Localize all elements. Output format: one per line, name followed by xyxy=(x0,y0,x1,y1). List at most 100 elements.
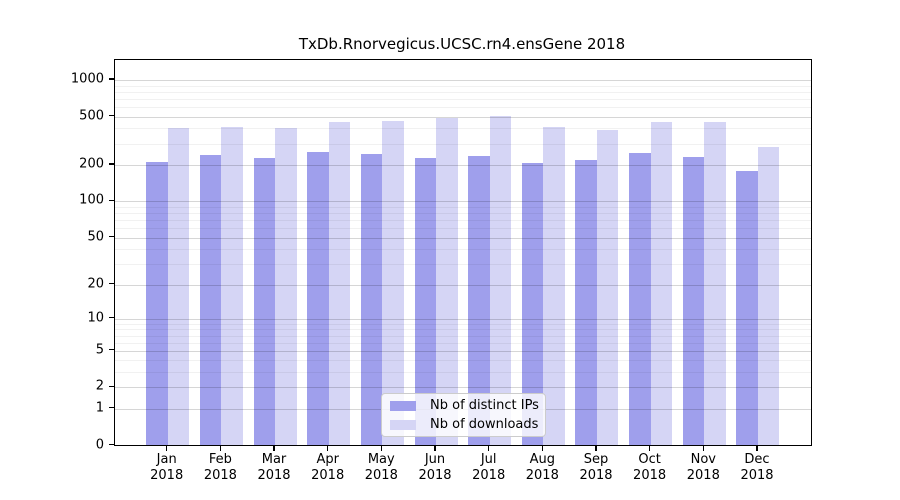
bar-downloads-apr xyxy=(328,121,351,445)
x-tick-label-apr: Apr 2018 xyxy=(311,452,345,483)
legend-label-distinct-ips: Nb of distinct IPs xyxy=(430,398,539,413)
bar-distinct-ips-aug xyxy=(521,162,544,445)
y-tick-label-50: 50 xyxy=(87,229,104,244)
bar-downloads-aug xyxy=(543,127,565,445)
legend: Nb of distinct IPs Nb of downloads xyxy=(381,393,546,437)
gridline-300 xyxy=(115,143,811,145)
legend-swatch-downloads xyxy=(390,419,416,430)
bar-downloads-may xyxy=(382,120,404,445)
bar-downloads-mar xyxy=(275,127,297,445)
y-tick-mark-20 xyxy=(109,282,114,285)
bar-downloads-feb xyxy=(221,126,243,445)
y-tick-label-200: 200 xyxy=(79,156,104,172)
bar-distinct-ips-jan xyxy=(146,162,168,445)
y-tick-mark-10 xyxy=(109,317,114,319)
y-tick-mark-1 xyxy=(109,407,114,409)
y-tick-label-2: 2 xyxy=(95,378,104,394)
x-tick-mark-may xyxy=(380,446,382,451)
gridline-80 xyxy=(115,213,811,214)
gridline-2 xyxy=(115,387,811,389)
bar-downloads-jun xyxy=(436,117,458,445)
gridline-200 xyxy=(115,165,811,166)
y-tick-label-500: 500 xyxy=(79,108,104,124)
gridline-5 xyxy=(115,350,811,352)
y-tick-mark-100 xyxy=(109,199,114,202)
y-tick-label-0: 0 xyxy=(95,437,104,452)
bar-distinct-ips-apr xyxy=(307,151,329,445)
bar-distinct-ips-mar xyxy=(253,158,276,445)
gridline-1000 xyxy=(115,80,811,81)
gridline-70 xyxy=(115,220,811,221)
gridline-600 xyxy=(115,107,811,108)
gridline-6 xyxy=(115,342,811,344)
legend-swatch-distinct-ips xyxy=(390,400,416,411)
x-tick-label-aug: Aug 2018 xyxy=(525,452,559,483)
x-tick-mark-jul xyxy=(488,446,490,451)
y-tick-label-20: 20 xyxy=(87,276,104,291)
gridline-20 xyxy=(115,284,811,286)
gridline-500 xyxy=(115,116,811,118)
y-tick-label-1000: 1000 xyxy=(70,71,104,87)
gridline-50 xyxy=(115,237,811,239)
bar-downloads-jan xyxy=(167,128,190,445)
x-tick-mark-sep xyxy=(595,446,597,451)
x-tick-label-sep: Sep 2018 xyxy=(579,452,613,483)
x-tick-label-nov: Nov 2018 xyxy=(686,452,720,483)
legend-item-downloads: Nb of downloads xyxy=(382,417,545,432)
x-tick-mark-nov xyxy=(702,446,704,451)
gridline-9 xyxy=(115,323,811,325)
bar-distinct-ips-jul xyxy=(468,156,490,445)
x-tick-label-jan: Jan 2018 xyxy=(150,452,184,483)
bar-distinct-ips-oct xyxy=(629,153,651,445)
x-tick-mark-jun xyxy=(434,446,436,451)
y-tick-mark-5 xyxy=(109,349,114,351)
y-tick-label-5: 5 xyxy=(95,342,104,358)
x-tick-label-feb: Feb 2018 xyxy=(203,452,237,483)
x-tick-label-may: May 2018 xyxy=(364,452,398,483)
bar-distinct-ips-dec xyxy=(736,171,758,445)
x-tick-mark-jan xyxy=(166,446,168,451)
chart-title: TxDb.Rnorvegicus.UCSC.rn4.ensGene 2018 xyxy=(298,35,626,53)
gridline-800 xyxy=(115,91,811,93)
x-tick-mark-aug xyxy=(541,446,543,451)
x-tick-mark-feb xyxy=(219,446,222,451)
gridline-10 xyxy=(115,318,811,320)
y-tick-label-100: 100 xyxy=(79,192,104,208)
x-tick-mark-mar xyxy=(273,446,275,451)
gridline-90 xyxy=(115,206,811,208)
x-tick-label-jun: Jun 2018 xyxy=(418,452,452,483)
bar-distinct-ips-sep xyxy=(575,159,597,445)
gridline-3 xyxy=(115,372,811,374)
bar-downloads-nov xyxy=(704,121,726,445)
y-tick-mark-50 xyxy=(109,235,114,238)
bar-downloads-oct xyxy=(650,122,673,445)
gridline-60 xyxy=(115,228,811,229)
y-tick-mark-1000 xyxy=(109,78,114,80)
x-tick-label-oct: Oct 2018 xyxy=(633,452,667,483)
y-tick-mark-200 xyxy=(109,163,114,165)
y-tick-mark-500 xyxy=(109,115,114,117)
y-tick-mark-0 xyxy=(109,443,114,446)
plot-area xyxy=(114,59,812,446)
bar-distinct-ips-nov xyxy=(682,157,705,445)
legend-label-downloads: Nb of downloads xyxy=(430,417,539,432)
y-tick-mark-2 xyxy=(109,385,114,388)
gridline-4 xyxy=(115,360,811,362)
gridline-900 xyxy=(115,85,811,87)
x-tick-label-jul: Jul 2018 xyxy=(472,452,506,483)
bar-downloads-jul xyxy=(489,116,512,445)
bar-downloads-sep xyxy=(596,130,619,445)
gridline-400 xyxy=(115,128,811,130)
bar-downloads-dec xyxy=(757,146,780,445)
gridline-40 xyxy=(115,249,811,251)
y-tick-label-10: 10 xyxy=(87,310,104,326)
x-tick-mark-dec xyxy=(756,446,758,451)
gridline-30 xyxy=(115,263,811,265)
gridline-7 xyxy=(115,335,811,337)
bar-distinct-ips-feb xyxy=(199,154,222,445)
x-tick-mark-apr xyxy=(327,446,329,451)
bar-distinct-ips-jun xyxy=(414,158,436,445)
x-tick-mark-oct xyxy=(648,446,651,451)
x-tick-label-dec: Dec 2018 xyxy=(740,452,774,483)
